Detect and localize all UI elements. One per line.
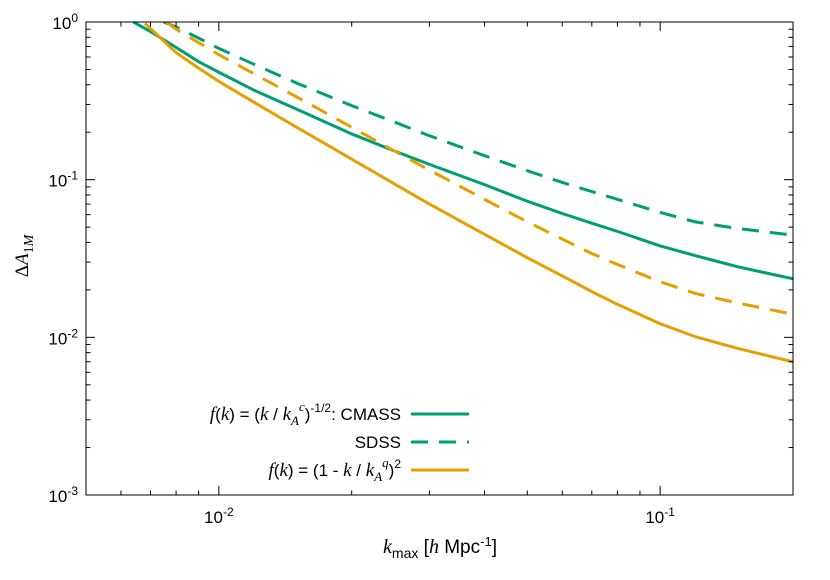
legend-label-part: A (290, 413, 299, 428)
tick-exponent: -3 (67, 484, 78, 498)
x-label-bracket: [ (418, 537, 429, 558)
legend-label-part: c (299, 399, 305, 414)
legend-label: SDSS (355, 433, 401, 452)
x-label-variable: k (383, 536, 393, 558)
legend-entry: f(k) = (1 - k / kAq)2 (268, 455, 469, 484)
legend-label-part: / (352, 461, 366, 480)
legend-label-part: ( (274, 461, 280, 480)
y-axis-label: ΔA1M (12, 233, 37, 277)
legend-label-part: A (373, 469, 382, 484)
legend-label: f(k) = (k / kAc)-1/2: CMASS (210, 399, 401, 428)
x-label-subscript: max (392, 545, 418, 561)
y-label-variable: A (12, 253, 33, 267)
legend-label-part: ) (305, 405, 311, 424)
y-label-subscript: M (22, 233, 37, 247)
x-label-unit-exponent: -1 (480, 534, 492, 549)
tick-base: 10 (645, 508, 664, 527)
legend-label-part: ) = (1 - (288, 461, 343, 480)
legend-label-part: k (221, 404, 230, 425)
series-line-power-law-cmass (132, 22, 793, 281)
legend-label-part: 2 (394, 457, 401, 471)
y-label-delta: Δ (12, 265, 33, 277)
legend-label-part: ( (215, 405, 221, 424)
legend-label-part: / (268, 405, 282, 424)
legend-label-part: SDSS (355, 433, 401, 452)
x-axis-label: kmax [h Mpc-1] (383, 534, 497, 561)
y-tick-label: 100 (52, 11, 78, 33)
tick-base: 10 (48, 487, 67, 506)
x-label-unit: Mpc (439, 537, 480, 558)
y-tick-label: 10-3 (48, 484, 78, 506)
series-line-power-law-sdss (163, 22, 793, 237)
x-label-unit-variable: h (429, 536, 439, 558)
series-line-quadratic-sdss (165, 22, 793, 316)
y-tick-label: 10-1 (48, 169, 78, 191)
legend-label-part: f (210, 404, 218, 425)
y-label-subscript: 1 (22, 246, 37, 253)
legend-label-part: ) = ( (229, 405, 260, 424)
x-label-bracket: ] (492, 537, 497, 558)
legend-label-part: k (366, 460, 375, 481)
x-tick-label: 10-2 (204, 505, 234, 527)
x-tick-label: 10-1 (645, 505, 675, 527)
tick-base: 10 (52, 14, 71, 33)
legend-label-part: -1/2 (310, 401, 331, 415)
legend-label-part: k (279, 460, 288, 481)
legend-label-part: : CMASS (331, 405, 401, 424)
tick-exponent: -1 (67, 169, 78, 183)
y-tick-label: 10-2 (48, 326, 78, 348)
legend-label: f(k) = (1 - k / kAq)2 (268, 455, 401, 484)
legend-label-part: k (260, 404, 269, 425)
tick-base: 10 (48, 329, 67, 348)
legend-entry: f(k) = (k / kAc)-1/2: CMASS (210, 399, 469, 428)
series-line-quadratic-cmass (143, 22, 793, 364)
legend-label-part: f (268, 460, 276, 481)
plot-frame (85, 21, 794, 496)
tick-base: 10 (204, 508, 223, 527)
legend-label-part: ) (389, 461, 395, 480)
legend-label-part: k (343, 460, 352, 481)
legend-label-part: k (283, 404, 292, 425)
tick-exponent: -2 (67, 326, 78, 340)
legend-label-part: q (382, 455, 389, 470)
tick-exponent: 0 (71, 11, 78, 25)
tick-base: 10 (48, 172, 67, 191)
tick-exponent: -1 (664, 505, 675, 519)
series-layer (132, 22, 793, 364)
tick-exponent: -2 (223, 505, 234, 519)
legend-entry: SDSS (355, 433, 469, 452)
